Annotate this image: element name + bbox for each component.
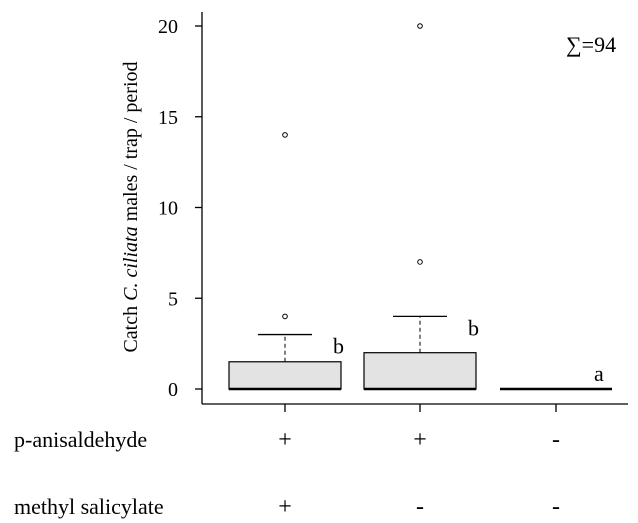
- outlier-point: [417, 259, 423, 265]
- significance-letter: a: [594, 361, 604, 386]
- y-tick-label: 0: [168, 379, 178, 401]
- p-anisaldehyde-sign: +: [278, 427, 292, 453]
- box-group-3: a: [500, 361, 612, 391]
- y-tick-label: 15: [158, 107, 178, 129]
- y-axis: 0 5 10 15 20: [158, 16, 202, 401]
- treatment-labels: p-anisaldehyde methyl salicylate + + + - - -: [14, 427, 560, 520]
- methyl-salicylate-sign: -: [416, 494, 424, 520]
- methyl-salicylate-sign: +: [278, 494, 292, 520]
- box-group-2: b: [363, 23, 479, 391]
- y-tick-label: 20: [158, 16, 178, 38]
- methyl-salicylate-sign: -: [552, 494, 560, 520]
- y-tick-label: 10: [158, 198, 178, 220]
- y-axis-label: Catch C. ciliata males / trap / period: [120, 61, 142, 352]
- y-axis-label-species: C. ciliata: [120, 226, 142, 300]
- total-catch-annotation: ∑=94: [566, 32, 616, 57]
- outlier-point: [417, 23, 423, 29]
- y-axis-label-prefix: Catch: [120, 301, 142, 353]
- row-label-methyl-salicylate: methyl salicylate: [14, 494, 164, 519]
- p-anisaldehyde-sign: +: [413, 427, 427, 453]
- outlier-point: [282, 132, 288, 138]
- box: [363, 352, 477, 390]
- row-label-p-anisaldehyde: p-anisaldehyde: [14, 427, 147, 452]
- significance-letter: b: [468, 315, 479, 340]
- plot-area: [201, 12, 628, 412]
- significance-letter: b: [333, 334, 344, 359]
- boxes: b b a: [228, 23, 612, 391]
- y-axis-label-suffix: males / trap / period: [120, 61, 142, 226]
- y-tick-label: 5: [168, 288, 178, 310]
- outlier-point: [282, 313, 288, 320]
- box-group-1: b: [228, 132, 344, 391]
- p-anisaldehyde-sign: -: [552, 427, 560, 453]
- box: [228, 361, 342, 390]
